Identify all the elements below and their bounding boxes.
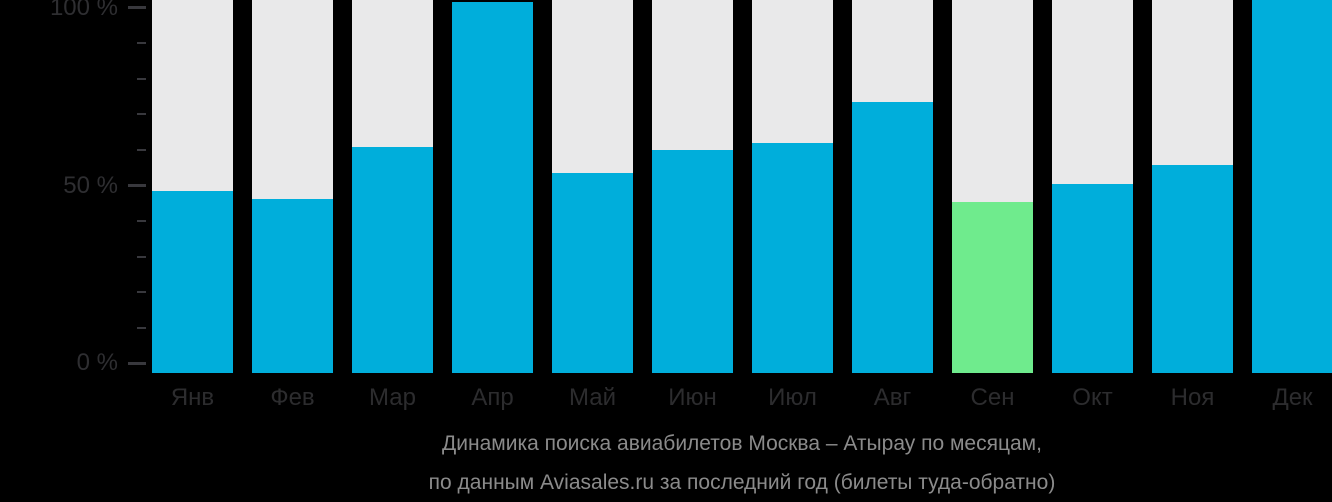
major-tick-50 <box>128 184 146 187</box>
minor-tick-10 <box>137 326 146 329</box>
bar-дек[interactable] <box>1252 0 1332 373</box>
x-label-окт: Окт <box>1072 385 1113 411</box>
bar-июл[interactable] <box>752 143 833 373</box>
minor-tick-40 <box>137 220 146 223</box>
x-label-июн: Июн <box>668 385 717 411</box>
x-label-дек: Дек <box>1272 385 1313 411</box>
bar-column-дек <box>1252 0 1332 373</box>
bar-сен-highlighted[interactable] <box>952 202 1033 373</box>
bar-column-мар <box>352 0 433 373</box>
bar-янв[interactable] <box>152 191 233 373</box>
y-axis: 0 % 50 % 100 % <box>0 0 152 420</box>
x-label-ноя: Ноя <box>1170 385 1215 411</box>
x-axis-labels: Янв Фев Мар Апр Май Июн Июл Авг Сен Окт Ноя Дек <box>152 385 1332 415</box>
bar-column-янв <box>152 0 233 373</box>
bar-column-май <box>552 0 633 373</box>
minor-tick-80 <box>137 77 146 80</box>
minor-tick-20 <box>137 291 146 294</box>
y-tick-label-0: 0 % <box>76 349 118 377</box>
bar-ноя[interactable] <box>1152 165 1233 373</box>
bar-окт[interactable] <box>1052 184 1133 373</box>
bar-май[interactable] <box>552 173 633 373</box>
minor-tick-70 <box>137 113 146 116</box>
x-label-апр: Апр <box>471 385 514 411</box>
major-tick-100 <box>128 6 146 10</box>
bar-plot-area <box>152 0 1332 373</box>
minor-tick-30 <box>137 255 146 258</box>
bar-column-апр <box>452 0 533 373</box>
y-tick-label-50: 50 % <box>63 171 118 199</box>
bar-мар[interactable] <box>352 147 433 373</box>
bar-column-ноя <box>1152 0 1233 373</box>
bar-июн[interactable] <box>652 150 733 373</box>
minor-tick-60 <box>137 148 146 151</box>
caption-subtitle: по данным Aviasales.ru за последний год … <box>428 471 1056 494</box>
bar-авг[interactable] <box>852 102 933 373</box>
bar-column-окт <box>1052 0 1133 373</box>
chart-caption: Динамика поиска авиабилетов Москва – Аты… <box>152 424 1332 502</box>
bar-column-сен <box>952 0 1033 373</box>
bar-column-июл <box>752 0 833 373</box>
minor-tick-90 <box>137 42 146 45</box>
x-label-фев: Фев <box>270 385 315 411</box>
x-label-июл: Июл <box>768 385 817 411</box>
x-label-авг: Авг <box>873 385 912 411</box>
bar-column-фев <box>252 0 333 373</box>
caption-title: Динамика поиска авиабилетов Москва – Аты… <box>442 432 1042 455</box>
x-label-май: Май <box>568 385 616 411</box>
bar-column-июн <box>652 0 733 373</box>
y-tick-label-100: 100 % <box>49 0 118 21</box>
x-label-мар: Мар <box>369 385 416 411</box>
bar-апр[interactable] <box>452 2 533 373</box>
x-label-янв: Янв <box>170 385 215 411</box>
major-tick-0 <box>128 361 146 365</box>
bar-фев[interactable] <box>252 199 333 373</box>
x-label-сен: Сен <box>970 385 1015 411</box>
bar-column-авг <box>852 0 933 373</box>
